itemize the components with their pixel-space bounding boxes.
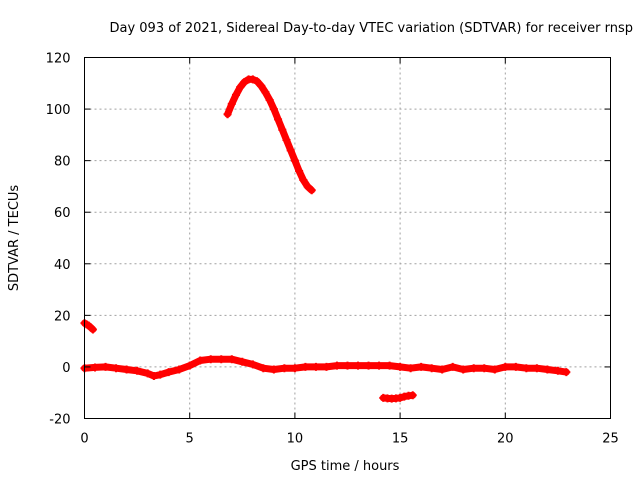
data-point (156, 370, 165, 379)
data-point (227, 99, 236, 108)
x-tick-label: 5 (186, 432, 194, 447)
data-point (257, 81, 266, 90)
data-point (396, 362, 405, 371)
data-point (322, 362, 331, 371)
data-point (231, 90, 240, 99)
data-point (396, 393, 405, 402)
data-point (253, 77, 262, 86)
y-axis-label: SDTVAR / TECUs (7, 185, 22, 292)
data-point (240, 77, 249, 86)
data-point (227, 355, 236, 364)
data-point (303, 182, 312, 191)
data-point (299, 175, 308, 184)
data-point (469, 364, 478, 373)
data-point (385, 361, 394, 370)
data-point (185, 361, 194, 370)
plot-data (80, 75, 571, 403)
data-point (343, 361, 352, 370)
axis-ticks: 0 5 10 15 20 25 -20 0 20 40 60 80 100 120 (46, 52, 619, 447)
data-point (91, 363, 100, 372)
data-point (149, 371, 158, 380)
y-tick-label: 60 (54, 206, 71, 221)
data-point (88, 325, 97, 334)
data-point (278, 125, 287, 134)
x-tick-label: 20 (497, 432, 514, 447)
x-tick-label: 25 (602, 432, 619, 447)
data-point (301, 362, 310, 371)
data-point (532, 364, 541, 373)
data-point (265, 96, 274, 105)
y-tick-label: 80 (54, 155, 71, 170)
data-point (290, 364, 299, 373)
data-point (280, 364, 289, 373)
plot-frame (84, 57, 611, 419)
y-tick-label: -20 (49, 413, 70, 428)
y-tick-label: 120 (46, 52, 71, 67)
series-baseline (80, 355, 571, 380)
chart-title: Day 093 of 2021, Sidereal Day-to-day VTE… (109, 21, 633, 36)
data-point (269, 105, 278, 114)
data-point (543, 365, 552, 374)
data-point (164, 368, 173, 377)
data-point (480, 364, 489, 373)
data-point (562, 368, 571, 377)
data-point (354, 361, 363, 370)
data-point (143, 369, 152, 378)
data-point (490, 365, 499, 374)
data-point (286, 146, 295, 155)
x-tick-label: 0 (80, 432, 88, 447)
data-point (364, 361, 373, 370)
data-point (295, 166, 304, 175)
data-point (223, 110, 232, 119)
data-point (553, 366, 562, 375)
data-point (511, 362, 520, 371)
y-tick-label: 20 (54, 309, 71, 324)
data-point (236, 83, 245, 92)
data-point (427, 364, 436, 373)
data-point (307, 186, 316, 195)
series-negative_segment (379, 391, 417, 403)
data-point (238, 357, 247, 366)
data-point (274, 115, 283, 124)
data-point (448, 362, 457, 371)
data-point (522, 364, 531, 373)
x-axis-label: GPS time / hours (291, 459, 400, 474)
series-start_segment (80, 319, 97, 334)
grid (84, 57, 611, 419)
data-point (438, 365, 447, 374)
y-tick-label: 0 (62, 361, 70, 376)
series-arc (223, 75, 316, 195)
data-point (290, 156, 299, 165)
data-point (122, 365, 131, 374)
data-point (417, 362, 426, 371)
data-point (133, 366, 142, 375)
data-point (311, 362, 320, 371)
y-tick-label: 40 (54, 258, 71, 273)
data-point (248, 75, 257, 84)
data-point (206, 355, 215, 364)
data-point (269, 365, 278, 374)
data-point (101, 362, 110, 371)
data-point (375, 361, 384, 370)
data-point (196, 356, 205, 365)
data-point (217, 355, 226, 364)
data-point (261, 88, 270, 97)
data-point (459, 365, 468, 374)
data-point (406, 364, 415, 373)
data-point (501, 362, 510, 371)
data-point (259, 364, 268, 373)
data-point (175, 365, 184, 374)
data-point (282, 136, 291, 145)
data-point (112, 364, 121, 373)
data-point (332, 361, 341, 370)
x-tick-label: 15 (392, 432, 409, 447)
y-tick-label: 100 (46, 103, 71, 118)
data-point (408, 391, 417, 400)
data-point (248, 360, 257, 369)
x-tick-label: 10 (287, 432, 304, 447)
